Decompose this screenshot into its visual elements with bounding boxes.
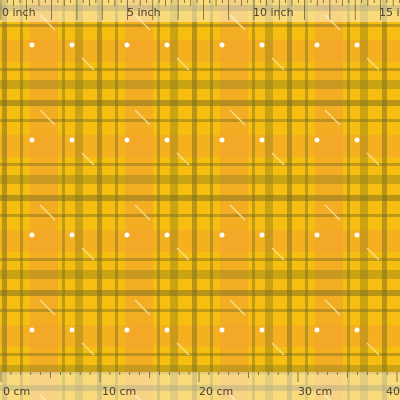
ruler-label: 40 cm: [386, 385, 400, 398]
ruler-label: 10 cm: [102, 385, 136, 398]
ruler-label: 5 inch: [127, 6, 161, 19]
ruler-label: 15 inch: [379, 6, 400, 19]
ruler-label: 0 cm: [3, 385, 30, 398]
ruler-bottom: 0 cm 10 cm 20 cm 30 cm 40 cm: [0, 372, 400, 400]
ruler-label: 20 cm: [199, 385, 233, 398]
ruler-label: 0 inch: [2, 6, 36, 19]
ruler-label: 10 inch: [253, 6, 294, 19]
ruler-top: 0 inch 5 inch 10 inch 15 inch: [0, 0, 400, 22]
ruler-label: 30 cm: [298, 385, 332, 398]
